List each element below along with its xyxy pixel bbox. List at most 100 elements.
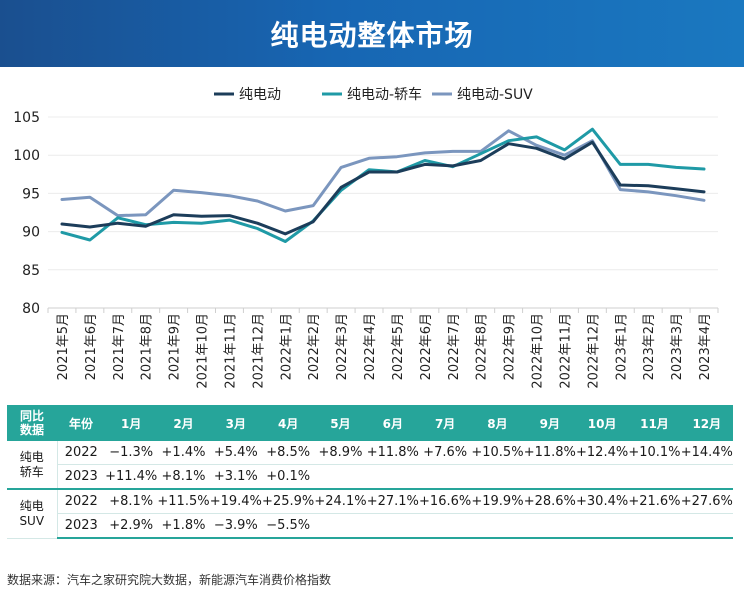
group-label-line: 纯电 bbox=[19, 449, 44, 464]
yoy-value-cell bbox=[314, 513, 367, 539]
x-tick-label: 2021年11月 bbox=[223, 313, 238, 389]
yoy-value-cell: +8.5% bbox=[261, 441, 315, 465]
yoy-value-cell bbox=[575, 513, 629, 539]
y-tick-label: 85 bbox=[22, 263, 40, 279]
yoy-value-cell: +12.4% bbox=[575, 441, 629, 465]
month-header: 12月 bbox=[680, 405, 733, 441]
x-tick-label: 2021年7月 bbox=[112, 313, 127, 380]
y-tick-label: 80 bbox=[22, 301, 40, 317]
yoy-value-cell: +8.1% bbox=[105, 488, 158, 514]
yoy-value-cell bbox=[523, 464, 576, 490]
table-row: 纯电 SUV 2022 +8.1% +11.5% +19.4% +25.9% +24.1% +2… bbox=[7, 488, 733, 539]
page-title: 纯电动整体市场 bbox=[270, 18, 474, 52]
month-header: 1月 bbox=[105, 405, 158, 441]
x-tick-label: 2022年8月 bbox=[475, 313, 490, 380]
yoy-value-cell bbox=[680, 513, 733, 539]
x-tick-label: 2022年5月 bbox=[391, 313, 406, 380]
legend-label: 纯电动-轿车 bbox=[347, 86, 422, 103]
yoy-value-cell: +5.4% bbox=[209, 441, 262, 465]
group-label-line: 纯电 bbox=[19, 498, 44, 513]
month-header: 4月 bbox=[261, 405, 315, 441]
legend-label: 纯电动-SUV bbox=[457, 87, 533, 103]
line-chart: 80 85 90 95 100 105 2021年5月 2021年6月 2021年7月 2021年… bbox=[0, 67, 744, 402]
month-header: 9月 bbox=[523, 405, 576, 441]
yoy-value-cell: +2.9% bbox=[105, 513, 158, 539]
month-header: 11月 bbox=[628, 405, 681, 441]
group-label-line: SUV bbox=[19, 513, 45, 528]
y-tick-label: 90 bbox=[22, 225, 40, 241]
yoy-value-cell: +28.6% bbox=[523, 488, 576, 514]
x-tick-label: 2022年7月 bbox=[447, 313, 462, 380]
series-line bbox=[60, 140, 706, 236]
data-source-note: 数据来源：汽车之家研究院大数据，新能源汽车消费价格指数 bbox=[7, 573, 332, 587]
x-tick-label: 2021年8月 bbox=[140, 313, 155, 380]
x-tick-label: 2022年11月 bbox=[558, 313, 573, 389]
table-corner: 同比 数据 bbox=[7, 405, 57, 441]
corner-line-2: 数据 bbox=[19, 423, 44, 437]
series-line bbox=[60, 127, 706, 243]
line-chart-svg: 80 85 90 95 100 105 2021年5月 2021年6月 2021年7月 2021年… bbox=[13, 86, 719, 389]
x-tick-label: 2023年4月 bbox=[698, 313, 713, 380]
x-tick-label: 2021年12月 bbox=[251, 313, 266, 389]
yoy-value-cell: +3.1% bbox=[209, 464, 262, 490]
yoy-value-cell: −5.5% bbox=[261, 513, 315, 539]
yoy-value-cell: +19.4% bbox=[209, 488, 262, 514]
yoy-value-cell: −3.9% bbox=[209, 513, 262, 539]
year-cell: 2023 bbox=[57, 464, 105, 490]
yoy-value-cell bbox=[366, 464, 419, 490]
yoy-value-cell bbox=[366, 513, 419, 539]
yoy-value-cell: +16.6% bbox=[418, 488, 472, 514]
month-header: 10月 bbox=[575, 405, 629, 441]
year-cell: 2022 bbox=[57, 488, 105, 514]
month-header: 7月 bbox=[418, 405, 472, 441]
group-label: 纯电 轿车 bbox=[7, 441, 58, 490]
year-cell: 2022 bbox=[57, 441, 105, 465]
year-header: 年份 bbox=[57, 405, 105, 441]
yoy-value-cell: +10.1% bbox=[628, 441, 681, 465]
yoy-value-cell: +11.5% bbox=[157, 488, 210, 514]
yoy-value-cell: +8.9% bbox=[314, 441, 367, 465]
yoy-value-cell bbox=[314, 464, 367, 490]
yoy-value-cell bbox=[680, 464, 733, 490]
yoy-value-cell: +11.8% bbox=[523, 441, 576, 465]
yoy-value-cell: +10.5% bbox=[471, 441, 524, 465]
month-header: 6月 bbox=[366, 405, 419, 441]
x-tick-label: 2022年12月 bbox=[586, 313, 601, 389]
yoy-value-cell: +27.1% bbox=[366, 488, 419, 514]
corner-line-1: 同比 bbox=[19, 409, 44, 423]
yoy-value-cell bbox=[418, 513, 472, 539]
yoy-value-cell bbox=[575, 464, 629, 490]
yoy-value-cell bbox=[418, 464, 472, 490]
yoy-value-cell: +11.4% bbox=[105, 464, 158, 490]
legend-label: 纯电动 bbox=[239, 87, 281, 103]
y-tick-label: 105 bbox=[13, 110, 40, 126]
yoy-value-cell: +25.9% bbox=[261, 488, 315, 514]
yoy-value-cell: +1.8% bbox=[157, 513, 210, 539]
yoy-value-cell: +8.1% bbox=[157, 464, 210, 490]
yoy-value-cell bbox=[628, 464, 681, 490]
month-header: 5月 bbox=[314, 405, 367, 441]
x-tick-label: 2021年6月 bbox=[84, 313, 99, 380]
yoy-value-cell: +19.9% bbox=[471, 488, 524, 514]
yoy-value-cell: −1.3% bbox=[105, 441, 158, 465]
yoy-value-cell bbox=[471, 513, 524, 539]
yoy-table: 同比 数据 年份 1月 2月 3月 4月 5月 6月 7月 8月 9月 10月 11月 12月 纯电轿… bbox=[7, 405, 733, 539]
table-row: 2023 +2.9% +1.8% −3.9% −5.5% bbox=[7, 513, 733, 539]
year-cell: 2023 bbox=[57, 513, 105, 539]
month-header: 3月 bbox=[209, 405, 262, 441]
yoy-value-cell bbox=[628, 513, 681, 539]
x-tick-label: 2022年10月 bbox=[531, 313, 546, 389]
x-tick-label: 2021年9月 bbox=[168, 313, 183, 380]
group-label-line: 轿车 bbox=[19, 464, 44, 479]
yoy-value-cell: +27.6% bbox=[680, 488, 733, 514]
x-tick-label: 2023年3月 bbox=[670, 313, 685, 380]
month-header: 8月 bbox=[471, 405, 524, 441]
y-tick-label: 100 bbox=[13, 148, 40, 164]
yoy-value-cell: +21.6% bbox=[628, 488, 681, 514]
x-tick-label: 2023年2月 bbox=[642, 313, 657, 380]
yoy-value-cell bbox=[471, 464, 524, 490]
y-tick-label: 95 bbox=[22, 186, 40, 202]
x-tick-label: 2022年9月 bbox=[503, 313, 518, 380]
month-header: 2月 bbox=[157, 405, 210, 441]
x-tick-label: 2023年1月 bbox=[614, 313, 629, 380]
